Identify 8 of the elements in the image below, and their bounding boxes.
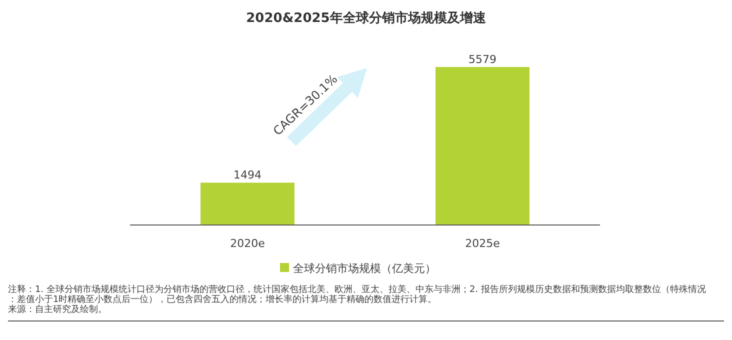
data-label: 5579 (468, 53, 496, 66)
data-label: 1494 (234, 168, 262, 182)
legend-label: 全球分销市场规模（亿美元） (293, 262, 436, 275)
x-tick-label: 2025e (465, 237, 500, 250)
text: 注释：1. 全球分销市场规模统计口径为分销市场的营收口径，统计国家包括北美、欧洲、亚太、拉美、中东与非洲；2. 报告所列规模历史数据和预测数据均取整数位（特殊情况：差值小于1时精确至小数点后一位），已包含四舍五入的情况；增长率的计算均基于精确的数值进行计算。 (8, 284, 706, 305)
chart-title: 2020&2025年全球分销市场规模及增速 (246, 10, 487, 26)
x-tick-label: 2020e (230, 237, 266, 250)
source-note: 来源：自主研究及绘制。 (8, 304, 107, 315)
